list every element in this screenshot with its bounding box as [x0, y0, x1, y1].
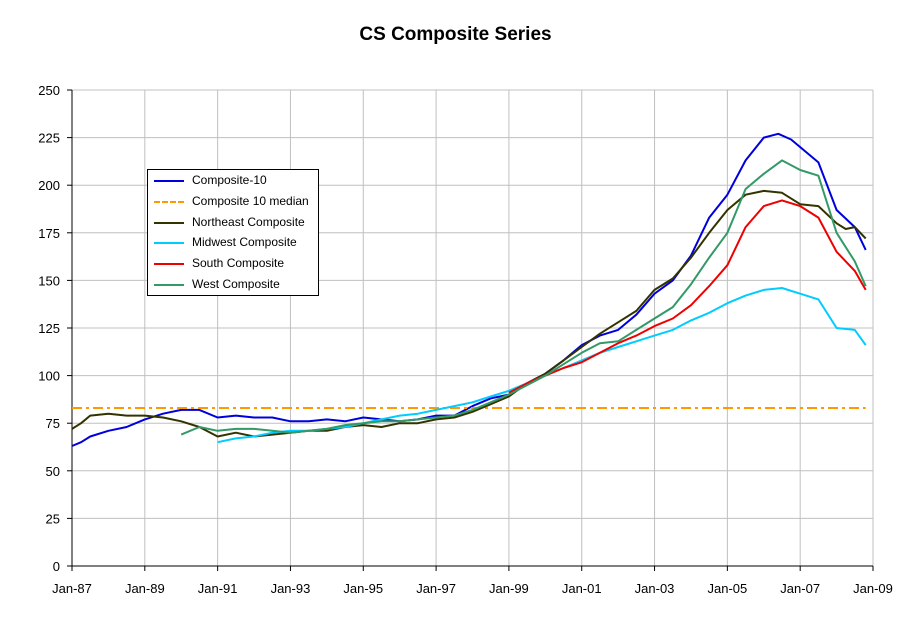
x-tick-label: Jan-95 [343, 581, 383, 596]
y-tick-label: 125 [38, 321, 60, 336]
legend-swatch [154, 284, 184, 286]
series-line-south-composite [508, 199, 867, 394]
axes [67, 89, 874, 571]
x-tick-label: Jan-93 [271, 581, 311, 596]
legend-item-northeast-composite: Northeast Composite [148, 213, 318, 233]
x-tick-label: Jan-99 [489, 581, 529, 596]
y-tick-label: 25 [46, 511, 60, 526]
series-lines [71, 132, 867, 447]
y-tick-labels: 0 25 50 75 100 125 150 175 200 225 250 [38, 83, 60, 574]
y-tick-label: 200 [38, 178, 60, 193]
y-tick-label: 50 [46, 464, 60, 479]
x-tick-label: Jan-91 [198, 581, 238, 596]
chart-title: CS Composite Series [359, 24, 552, 45]
legend-swatch [154, 263, 184, 266]
legend-swatch [154, 242, 184, 245]
y-tick-label: 100 [38, 369, 60, 384]
y-tick-label: 75 [46, 416, 60, 431]
legend-label: South Composite [192, 256, 285, 271]
legend-label: West Composite [192, 277, 280, 291]
x-tick-label: Jan-05 [707, 581, 747, 596]
legend-item-composite-10-median: Composite 10 median [148, 192, 318, 212]
y-tick-label: 175 [38, 226, 60, 241]
legend-swatch [154, 221, 184, 224]
y-tick-label: 250 [38, 83, 60, 98]
legend-label: Composite-10 [192, 173, 267, 187]
x-tick-label: Jan-03 [635, 581, 675, 596]
legend-item-south-composite: South Composite [148, 254, 318, 274]
x-tick-labels: Jan-87 Jan-89 Jan-91 Jan-93 Jan-95 Jan-97 Jan-… [52, 581, 893, 596]
legend-label: Northeast Composite [192, 214, 305, 229]
x-tick-label: Jan-87 [52, 581, 92, 596]
x-tick-label: Jan-01 [562, 581, 602, 596]
x-tick-label: Jan-97 [416, 581, 456, 596]
series-line-composite-10 [71, 132, 867, 447]
y-tick-label: 0 [53, 559, 60, 574]
legend-item-composite-10: Composite-10 [148, 171, 318, 191]
legend-swatch [154, 200, 184, 203]
series-line-midwest-composite [217, 287, 867, 444]
legend: Composite-10 Composite 10 median Northeast… [147, 169, 319, 296]
x-tick-label: Jan-07 [780, 581, 820, 596]
x-tick-label: Jan-89 [125, 581, 165, 596]
legend-item-midwest-composite: Midwest Composite [148, 233, 318, 253]
series-line-west-composite [180, 159, 867, 436]
gridlines [72, 89, 874, 566]
legend-label: Midwest Composite [192, 235, 297, 250]
y-tick-label: 225 [38, 131, 60, 146]
series-line-northeast-composite [71, 189, 867, 438]
legend-item-west-composite: West Composite [148, 275, 318, 295]
x-tick-label: Jan-09 [853, 581, 893, 596]
y-tick-label: 150 [38, 273, 60, 288]
legend-swatch [154, 180, 184, 182]
legend-label: Composite 10 median [192, 193, 309, 208]
